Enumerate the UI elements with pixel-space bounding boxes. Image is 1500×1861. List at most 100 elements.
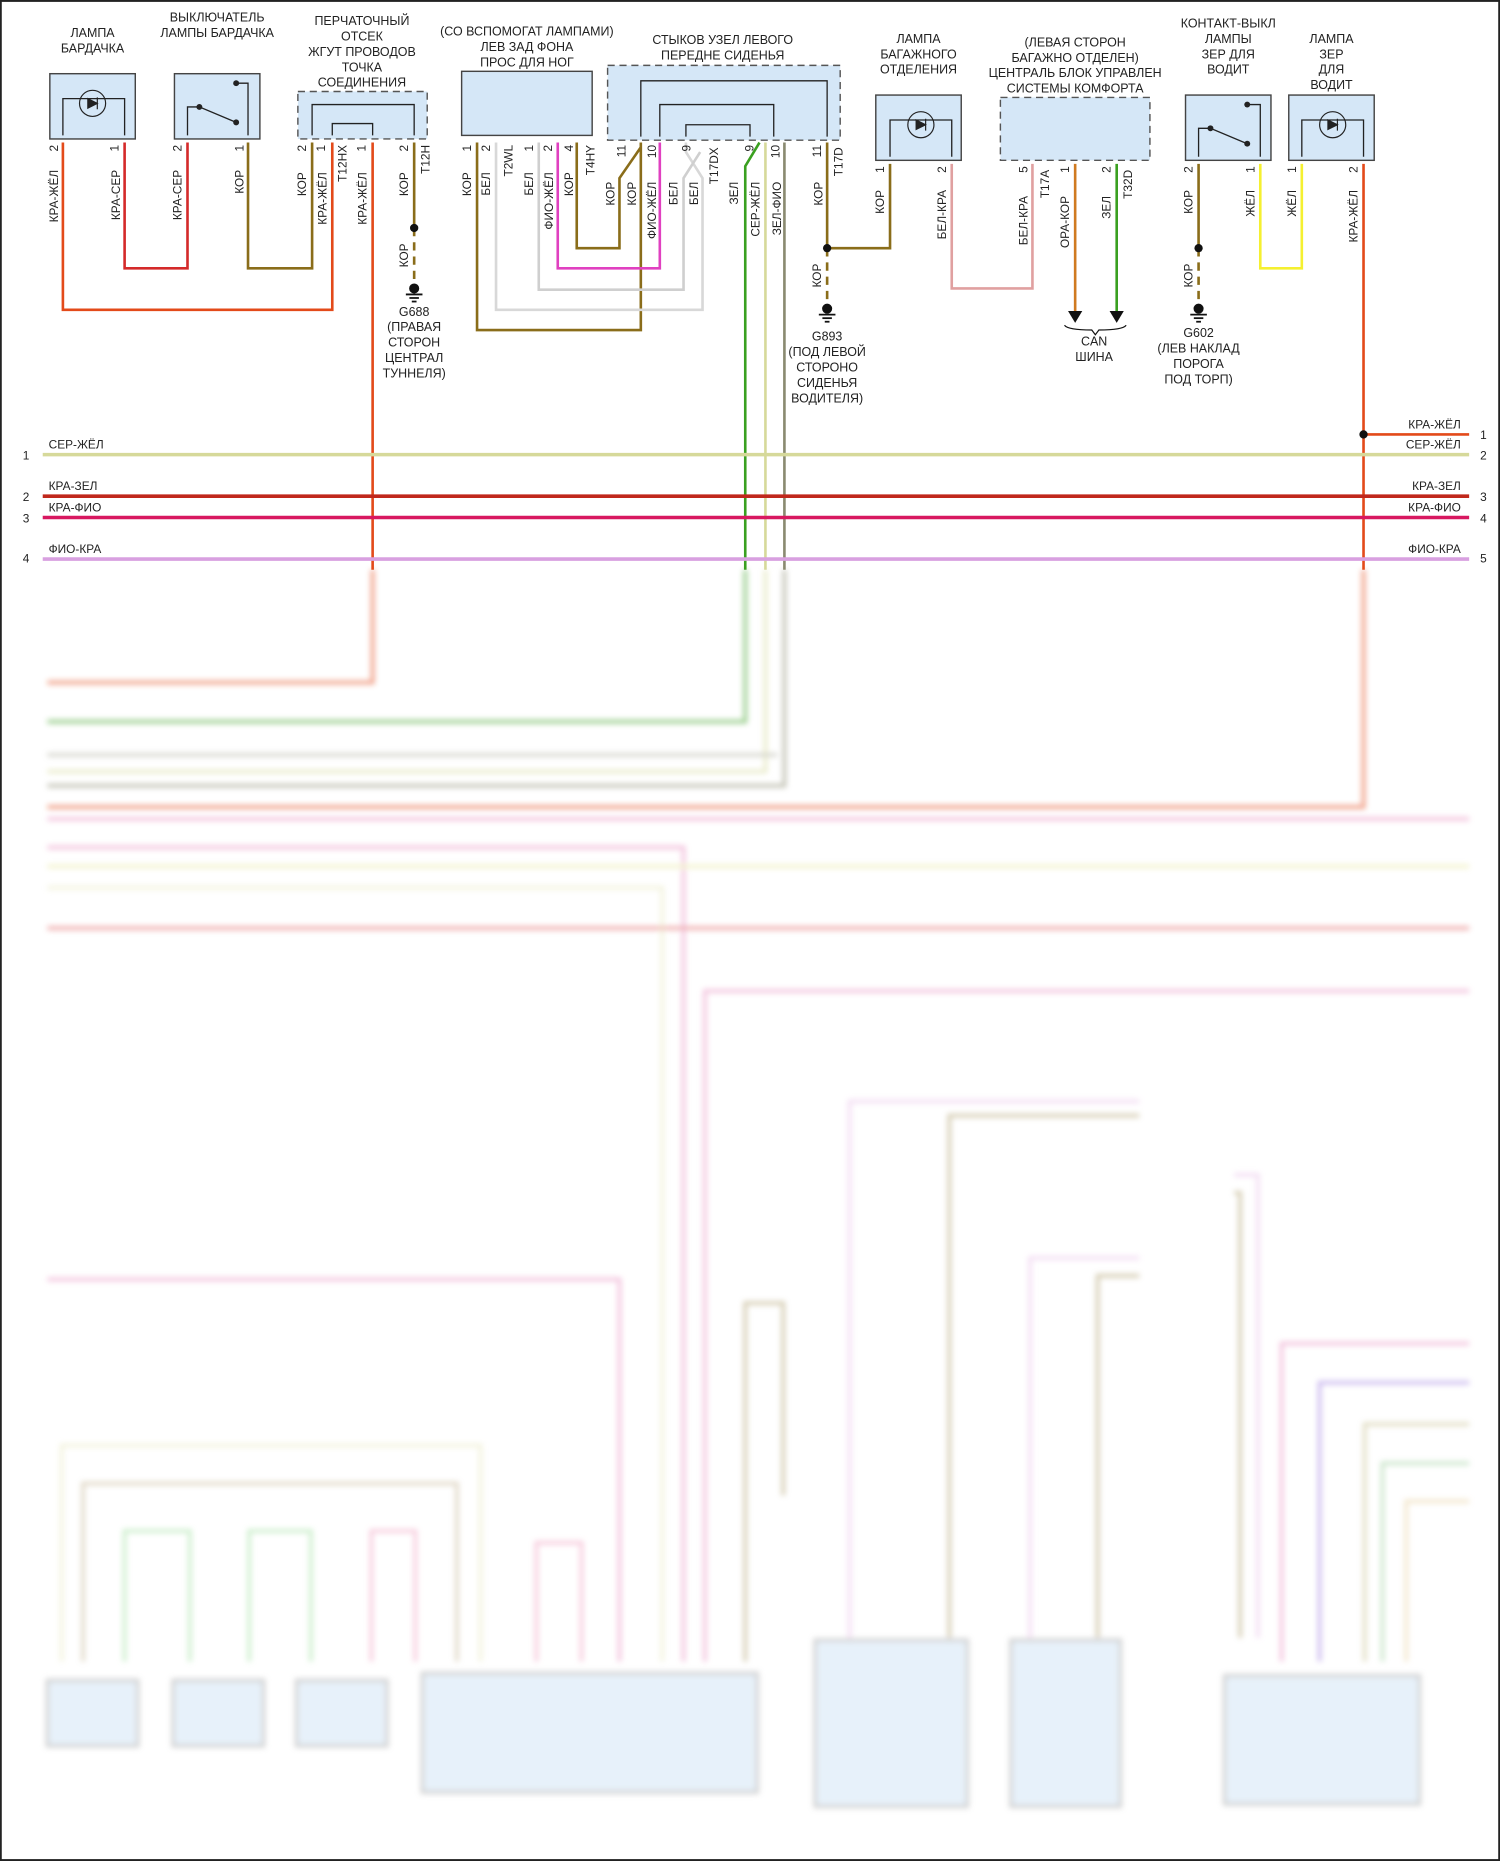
diagram-label: КРА-ФИО: [1408, 501, 1461, 515]
can-bus-arrows: [1064, 311, 1127, 336]
ground-icon-g602: [1190, 303, 1207, 323]
title-line: ПРОС ДЛЯ НОГ: [480, 56, 574, 70]
diagram-label: 2: [935, 166, 949, 173]
diagram-label: 2: [47, 145, 61, 152]
diagram-label: 1: [1480, 428, 1487, 442]
diagram-label: КОР: [397, 243, 411, 267]
title-line: ЗЕР ДЛЯ: [1202, 47, 1255, 61]
wire-kra-zhel: [61, 142, 334, 312]
diagram-label: 10: [769, 145, 783, 159]
diagram-label: ЗЕЛ-ФИО: [770, 182, 784, 236]
diagram-label: T12HX: [336, 145, 350, 182]
title-line: СОЕДИНЕНИЯ: [318, 76, 406, 90]
diagram-label: T32D: [1121, 170, 1135, 199]
diagram-label: 1: [1243, 166, 1257, 173]
wire-kor-t17d: [825, 142, 892, 250]
diagram-label: КОР: [562, 172, 576, 196]
title-line: БАГАЖНО ОТДЕЛЕН): [1012, 51, 1139, 65]
diagram-label: СТОРОН: [388, 336, 440, 350]
mirror-lamp: [1288, 94, 1375, 162]
title-line: ЛАМПА: [1309, 32, 1354, 46]
title-line: ЛАМПА: [896, 32, 941, 46]
title-line: ДЛЯ: [1319, 63, 1345, 77]
diagram-label: 2: [541, 145, 555, 152]
diagram-label: КРА-ЖЁЛ: [356, 172, 370, 225]
diagram-label: ЖЁЛ: [1285, 190, 1299, 217]
diagram-label: СЕР-ЖЁЛ: [49, 438, 104, 452]
diagram-label: ЦЕНТРАЛ: [385, 351, 443, 365]
wire-kra-ser: [123, 142, 189, 270]
title-line: ЦЕНТРАЛЬ БЛОК УПРАВЛЕН: [989, 66, 1162, 80]
wire-bel-1: [494, 142, 704, 312]
title-line: ВОДИТ: [1310, 78, 1353, 92]
diagram-label: 1: [232, 145, 246, 152]
diagram-label: ЖЁЛ: [1243, 190, 1257, 217]
diagram-label: КОР: [460, 172, 474, 196]
diagram-label: ФИО-ЖЁЛ: [542, 172, 556, 229]
diagram-label: КРА-ЖЁЛ: [315, 172, 329, 225]
lamp-led-icon: [915, 118, 927, 131]
lamp-led-icon: [1327, 118, 1339, 131]
diagram-label: БЕЛ: [687, 182, 701, 205]
diagram-label: СЕР-ЖЁЛ: [748, 182, 762, 237]
diagram-label: КРА-СЕР: [109, 170, 123, 220]
diagram-label: 2: [1100, 166, 1114, 173]
glovebox-switch: [173, 72, 261, 140]
diagram-label: КРА-СЕР: [171, 170, 185, 220]
diagram-label: (ПОД ЛЕВОЙ: [788, 344, 865, 359]
diagram-label: T12H: [419, 145, 433, 174]
diagram-label: 9: [743, 145, 757, 152]
title-line: ЛАМПЫ: [1205, 32, 1252, 46]
diagram-label: 1: [314, 145, 328, 152]
diagram-label: T4HY: [584, 145, 598, 175]
diagram-label: 1: [108, 145, 122, 152]
diagram-label: БЕЛ: [667, 182, 681, 205]
diagram-label: 2: [479, 145, 493, 152]
diagram-label: 2: [171, 145, 185, 152]
bus-lines: [42, 452, 1470, 561]
diagram-label: БЕЛ: [479, 172, 493, 195]
seat-junction: [606, 64, 841, 141]
diagram-label: ФИО-ЖЁЛ: [645, 182, 659, 239]
diagram-label: 3: [23, 511, 30, 525]
diagram-label: 1: [460, 145, 474, 152]
can-label: CAN: [1081, 334, 1107, 348]
ground-labels: G688 (ПРАВАЯ СТОРОН ЦЕНТРАЛ ТУННЕЛЯ) G89…: [383, 243, 1241, 405]
title-line: ПЕРЧАТОЧНЫЙ: [314, 13, 409, 28]
diagram-label: 1: [1285, 166, 1299, 173]
switch-icon: [1244, 101, 1251, 108]
title-line: ВЫКЛЮЧАТЕЛЬ: [170, 10, 265, 24]
diagram-label: T17A: [1038, 170, 1052, 198]
glovebox-lamp: [49, 72, 136, 140]
diagram-label: 3: [1480, 490, 1487, 504]
wire-kor-footwell: [475, 142, 643, 332]
wire-kor-t4hy: [575, 142, 642, 250]
diagram-label: КРА-ЖЁЛ: [1408, 418, 1461, 432]
diagram-label: КОР: [1182, 190, 1196, 214]
diagram-label: 9: [680, 145, 694, 152]
title-line: ЗЕР: [1319, 47, 1343, 61]
lamp-led-icon: [87, 97, 99, 110]
wires: [61, 141, 1470, 570]
diagram-label: 2: [1182, 166, 1196, 173]
diagram-label: 1: [1058, 166, 1072, 173]
diagram-label: 1: [355, 145, 369, 152]
diagram-label: КОР: [1182, 263, 1196, 287]
pin-and-wire-labels: 2 1 КРА-ЖЁЛ КРА-СЕР 2 1 КРА-СЕР КОР 2 1 …: [47, 144, 1360, 248]
title-line: ПЕРЕДНЕ СИДЕНЬЯ: [661, 48, 784, 62]
diagram-label: СТОРОНО: [796, 361, 858, 375]
can-label: ШИНА: [1075, 350, 1113, 364]
title-line: ЛАМПЫ БАРДАЧКА: [160, 26, 274, 40]
diagram-label: 2: [295, 145, 309, 152]
diagram-label: 2: [397, 145, 411, 152]
wire-bel-kra: [950, 163, 1034, 290]
diagram-label: КОР: [811, 182, 825, 206]
diagram-label: БЕЛ-КРА: [1017, 196, 1031, 245]
diagram-label: 2: [1480, 448, 1487, 462]
mirror-switch: [1184, 94, 1272, 162]
diagram-label: КОР: [810, 263, 824, 287]
title-line: СТЫКОВ УЗЕЛ ЛЕВОГО: [652, 33, 793, 47]
ground-icon-g893: [818, 303, 836, 323]
component-titles: ЛАМПА БАРДАЧКА ВЫКЛЮЧАТЕЛЬ ЛАМПЫ БАРДАЧК…: [61, 10, 1354, 363]
